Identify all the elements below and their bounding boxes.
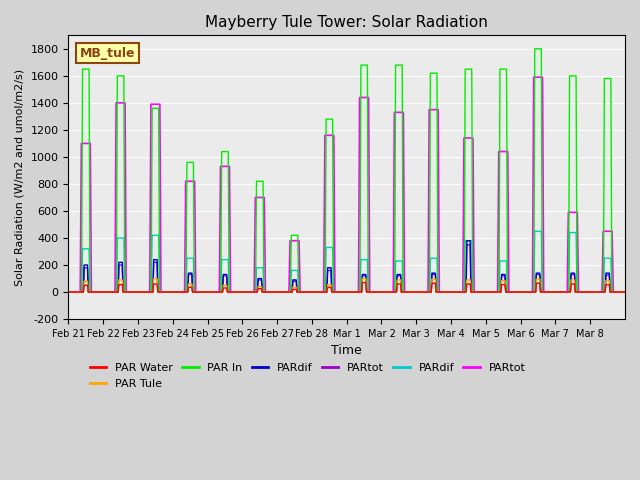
- Y-axis label: Solar Radiation (W/m2 and umol/m2/s): Solar Radiation (W/m2 and umol/m2/s): [15, 69, 25, 286]
- Legend: PAR Water, PAR Tule, PAR In, PARdif, PARtot, PARdif, PARtot: PAR Water, PAR Tule, PAR In, PARdif, PAR…: [85, 359, 530, 393]
- Title: Mayberry Tule Tower: Solar Radiation: Mayberry Tule Tower: Solar Radiation: [205, 15, 488, 30]
- Text: MB_tule: MB_tule: [79, 47, 135, 60]
- X-axis label: Time: Time: [332, 344, 362, 357]
